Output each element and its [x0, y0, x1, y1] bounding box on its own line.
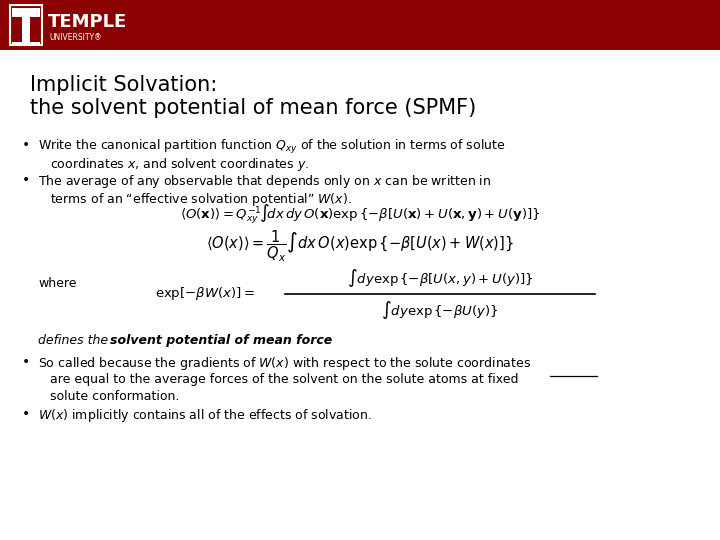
Text: The average of any observable that depends only on $x$ can be written in: The average of any observable that depen… — [38, 173, 491, 190]
Text: coordinates $x$, and solvent coordinates $y$.: coordinates $x$, and solvent coordinates… — [50, 156, 309, 173]
Text: •: • — [22, 407, 30, 421]
Text: $\int dy\exp\{-\beta U(y)\}$: $\int dy\exp\{-\beta U(y)\}$ — [382, 299, 499, 321]
Text: •: • — [22, 355, 30, 369]
Bar — [12, 8, 40, 17]
Text: solvent potential of mean force: solvent potential of mean force — [110, 334, 332, 347]
Text: $\langle O(\mathbf{x})\rangle= Q_{xy}^{-1}\!\int\! dx\,dy\,O(\mathbf{x})\exp\{-\: $\langle O(\mathbf{x})\rangle= Q_{xy}^{-… — [180, 202, 540, 226]
Text: $W(x)$ implicitly contains all of the effects of solvation.: $W(x)$ implicitly contains all of the ef… — [38, 407, 372, 424]
Text: the solvent potential of mean force (SPMF): the solvent potential of mean force (SPM… — [30, 98, 476, 118]
Text: •: • — [22, 138, 30, 152]
Text: •: • — [22, 173, 30, 187]
Bar — [10, 5, 42, 45]
Text: $\int dy\exp\{-\beta[U(x,y)+U(y)]\}$: $\int dy\exp\{-\beta[U(x,y)+U(y)]\}$ — [347, 267, 534, 289]
Text: terms of an “effective solvation potential” $W(x)$.: terms of an “effective solvation potenti… — [50, 191, 352, 208]
Bar — [0, 0, 720, 50]
Text: solute conformation.: solute conformation. — [50, 390, 179, 403]
Text: $\langle O(x)\rangle=\dfrac{1}{Q_x}\int dx\,O(x)\exp\{-\beta[U(x)+W(x)]\}$: $\langle O(x)\rangle=\dfrac{1}{Q_x}\int … — [206, 228, 514, 264]
Text: where: where — [38, 277, 76, 290]
Text: UNIVERSITY®: UNIVERSITY® — [49, 33, 102, 43]
Text: defines the: defines the — [38, 334, 112, 347]
Text: $\exp[-\beta W(x)]=$: $\exp[-\beta W(x)]=$ — [155, 286, 255, 302]
Bar — [22, 17, 30, 43]
Text: TEMPLE: TEMPLE — [48, 13, 127, 31]
Text: Implicit Solvation:: Implicit Solvation: — [30, 75, 217, 95]
Text: So called because the gradients of $W(x)$ with respect to the solute coordinates: So called because the gradients of $W(x)… — [38, 355, 531, 372]
Text: are equal to the average forces of the solvent on the solute atoms at fixed: are equal to the average forces of the s… — [50, 373, 518, 386]
Bar — [12, 42, 40, 44]
Text: Write the canonical partition function $Q_{xy}$ of the solution in terms of solu: Write the canonical partition function $… — [38, 138, 505, 156]
